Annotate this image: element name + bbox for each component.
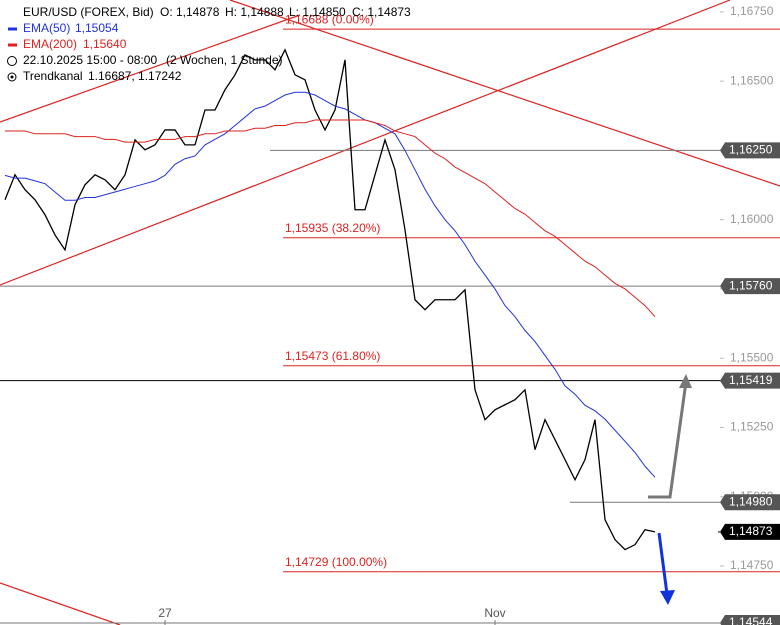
- legend-ema50: EMA(50): [23, 21, 70, 35]
- down-arrow: [657, 532, 669, 595]
- fib-label: 1,15935 (38.20%): [285, 221, 380, 235]
- x-tick-label: 27: [158, 606, 172, 620]
- ema-line: [5, 119, 656, 317]
- channel-values: 1.16687, 1.17242: [88, 69, 182, 83]
- y-tick-label: 1,16500: [730, 73, 774, 87]
- resolution: (2 Wochen, 1 Stunde): [166, 53, 283, 67]
- up-arrow: [648, 381, 688, 499]
- fib-label: 1,15473 (61.80%): [285, 349, 380, 363]
- ohlc-low: L: 1,14850: [289, 5, 346, 19]
- legend-ema50-value: 1,15054: [75, 21, 119, 35]
- level-label: 1,14873: [729, 524, 773, 538]
- clock-icon: [7, 56, 17, 66]
- legend-ema200: EMA(200): [23, 37, 77, 51]
- level-label: 1,15419: [729, 373, 773, 387]
- channel-line: [229, 0, 780, 187]
- level-label: 1,14980: [729, 494, 773, 508]
- instrument: EUR/USD (FOREX, Bid): [23, 5, 154, 19]
- channel-line: [0, 0, 731, 286]
- level-box: [720, 278, 780, 295]
- channel-icon: [10, 75, 14, 79]
- level-label: 1,16250: [729, 143, 773, 157]
- y-axis: 1,167501,165001,162501,160001,157501,155…: [158, 4, 780, 625]
- channel-icon: [7, 72, 17, 82]
- fib-label: 1,16688 (0.00%): [285, 12, 374, 26]
- channel-line: [0, 582, 121, 625]
- y-tick-label: 1,15500: [730, 350, 774, 364]
- header-legend: EUR/USD (FOREX, Bid) O: 1,14878 H: 1,148…: [7, 5, 411, 83]
- down-arrow-head: [660, 590, 675, 605]
- legend-ema200-value: 1,15640: [83, 37, 127, 51]
- level-box: [720, 372, 780, 389]
- channel-line: [0, 14, 301, 123]
- y-tick-label: 1,15250: [730, 420, 774, 434]
- arrows: [648, 374, 692, 605]
- price-line: [4, 48, 656, 551]
- x-tick-label: Nov: [484, 606, 505, 620]
- y-tick-label: 1,16000: [730, 212, 774, 226]
- channel-name: Trendkanal: [23, 69, 83, 83]
- ema-line: [4, 91, 656, 478]
- up-arrow-head: [679, 374, 692, 388]
- plot: [4, 48, 656, 551]
- fib-label: 1,14729 (100.00%): [285, 555, 387, 569]
- level-label: 1,15760: [729, 278, 773, 292]
- level-box: [720, 615, 780, 625]
- level-box: [720, 523, 780, 540]
- ohlc-high: H: 1,14888: [225, 5, 284, 19]
- ohlc-open: O: 1,14878: [160, 5, 220, 19]
- ohlc-close: C: 1,14873: [352, 5, 411, 19]
- y-tick-label: 1,14750: [730, 558, 774, 572]
- level-label: 1,14544: [729, 615, 773, 625]
- level-box: [720, 142, 780, 159]
- levels: 1,16688 (0.00%) 1,15935 (38.20%) 1,15473 (…: [0, 12, 780, 624]
- y-tick-label: 1,16750: [730, 4, 774, 18]
- level-box: [720, 494, 780, 511]
- period: 22.10.2025 15:00 - 08:00: [23, 53, 157, 67]
